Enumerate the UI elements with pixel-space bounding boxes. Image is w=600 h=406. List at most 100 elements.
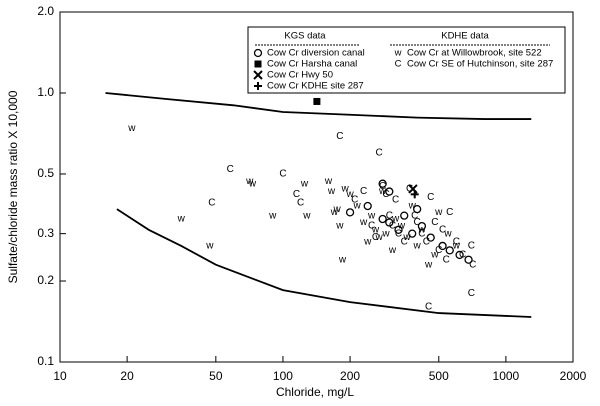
point — [400, 211, 409, 220]
marker-stroke — [408, 184, 418, 194]
point: C — [411, 210, 418, 221]
point: C — [459, 250, 466, 261]
point: C — [423, 236, 430, 247]
point: C — [418, 228, 425, 239]
point — [363, 201, 372, 211]
point: C — [389, 221, 396, 232]
point: w — [363, 236, 372, 247]
point: C — [382, 189, 389, 200]
point: w — [300, 178, 309, 189]
point: C — [446, 207, 453, 218]
x-tick-label: 500 — [429, 369, 449, 383]
point: w — [127, 123, 136, 134]
y-tick-label: 0.1 — [37, 354, 54, 368]
legend-marker: C — [395, 59, 402, 70]
point: w — [268, 210, 277, 221]
x-tick-label: 20 — [120, 369, 134, 383]
point: C — [427, 192, 434, 203]
point: w — [452, 241, 461, 252]
point: C — [208, 198, 215, 209]
point — [417, 221, 427, 231]
point — [438, 241, 447, 251]
point: C — [414, 217, 421, 228]
point — [378, 214, 387, 224]
point: w — [408, 201, 417, 212]
point: w — [338, 254, 347, 265]
point: w — [324, 176, 333, 187]
point — [394, 225, 403, 234]
point: w — [381, 228, 390, 239]
envelope-curve — [105, 92, 532, 120]
point — [426, 233, 435, 242]
point — [413, 204, 422, 214]
legend-label: Cow Cr diversion canal — [267, 48, 365, 59]
legend-label: Cow Cr Hwy 50 — [267, 70, 333, 81]
point — [345, 208, 355, 217]
point: w — [302, 210, 311, 221]
point: w — [388, 245, 397, 256]
envelope-curve — [116, 208, 532, 318]
point: C — [469, 259, 476, 270]
marker-stroke — [253, 70, 263, 80]
point — [313, 97, 321, 105]
point: w — [335, 221, 344, 232]
legend-box — [247, 26, 566, 94]
y-axis-title: Sulfate/chloride mass ratio X 10,000 — [6, 90, 20, 283]
point: w — [177, 214, 186, 225]
plot-frame — [59, 11, 574, 363]
y-tick-label: 1.0 — [37, 85, 54, 99]
legend-marker — [254, 60, 262, 68]
y-tick-label: 0.5 — [37, 166, 54, 180]
point: w — [367, 210, 376, 221]
point: C — [435, 245, 442, 256]
point: C — [379, 181, 386, 192]
point: w — [413, 241, 422, 252]
point: w — [359, 217, 368, 228]
point: C — [425, 302, 432, 313]
point: w — [340, 184, 349, 195]
point: C — [368, 221, 375, 232]
series — [345, 179, 473, 264]
point — [385, 218, 394, 227]
point: C — [431, 217, 438, 228]
legend-marker — [254, 82, 262, 90]
x-tick-label: 100 — [273, 369, 293, 383]
point: w — [205, 241, 214, 252]
point: C — [443, 254, 450, 265]
point: w — [374, 232, 383, 243]
point: C — [360, 186, 367, 197]
point: C — [297, 198, 304, 209]
point: C — [372, 232, 379, 243]
point: w — [430, 250, 439, 261]
point: w — [327, 186, 336, 197]
legend-label: Cow Cr Harsha canal — [267, 59, 357, 70]
legend-group-title: KGS data — [284, 31, 326, 42]
point: w — [417, 224, 426, 235]
point: w — [391, 214, 400, 225]
point: w — [378, 186, 387, 197]
point: w — [330, 207, 339, 218]
point: C — [336, 131, 343, 142]
legend-label: Cow Cr SE of Hutchinson, site 287 — [407, 59, 553, 70]
point — [385, 187, 394, 196]
x-tick-label: 200 — [340, 369, 360, 383]
x-tick-label: 2000 — [560, 369, 587, 383]
legend-marker — [253, 48, 263, 58]
x-tick-label: 10 — [53, 369, 67, 383]
point — [408, 229, 417, 238]
point: C — [375, 147, 382, 158]
legend-label: Cow Cr at Willowbrook, site 522 — [407, 48, 542, 59]
point: w — [443, 228, 452, 239]
y-tick-label: 0.2 — [37, 273, 54, 287]
point: C — [468, 241, 475, 252]
point: w — [424, 259, 433, 270]
y-tick-label: 2.0 — [37, 4, 54, 18]
point: w — [397, 221, 406, 232]
legend-marker — [253, 70, 263, 80]
point: w — [248, 178, 257, 189]
point — [464, 255, 473, 264]
